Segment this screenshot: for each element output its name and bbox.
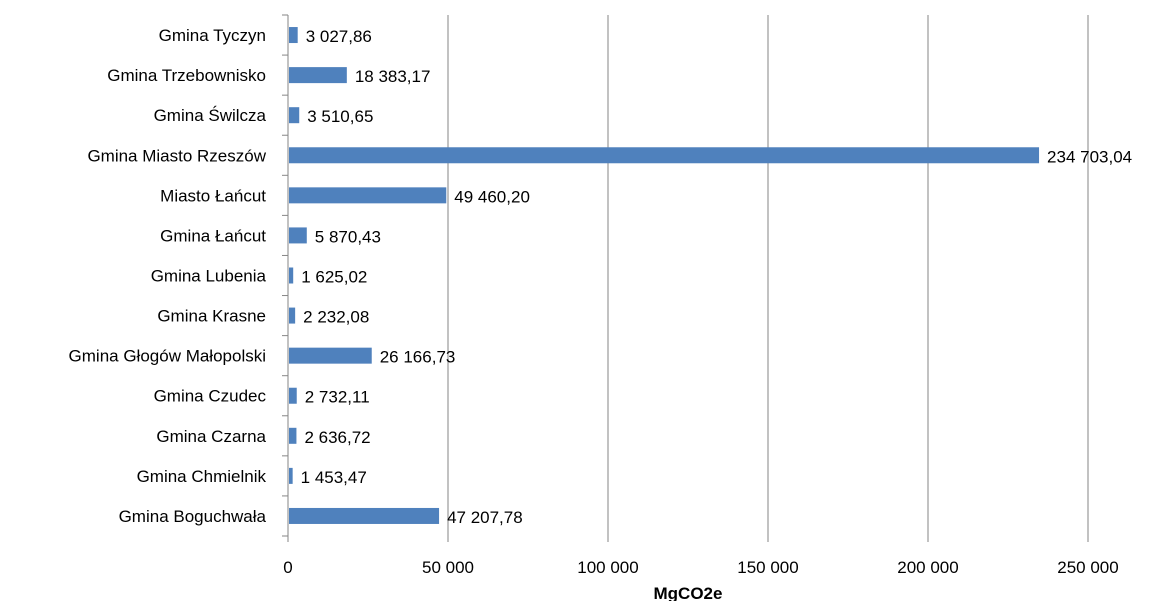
- value-label: 2 636,72: [304, 428, 370, 447]
- value-label: 2 732,11: [305, 388, 370, 407]
- x-axis-title: MgCO2e: [654, 584, 723, 601]
- value-label: 18 383,17: [355, 67, 431, 86]
- value-label: 1 625,02: [301, 268, 367, 287]
- category-label: Gmina Czarna: [156, 427, 266, 446]
- bar: [289, 347, 372, 364]
- category-label: Gmina Czudec: [154, 387, 267, 406]
- x-tick-label: 250 000: [1057, 558, 1118, 577]
- category-label: Gmina Lubenia: [151, 267, 267, 286]
- bar: [289, 307, 296, 324]
- x-tick-label: 100 000: [577, 558, 638, 577]
- category-label: Gmina Głogów Małopolski: [69, 347, 266, 366]
- value-label: 3 510,65: [307, 107, 373, 126]
- category-label: Gmina Chmielnik: [137, 467, 267, 486]
- axes: [282, 14, 1089, 542]
- value-label: 49 460,20: [454, 187, 530, 206]
- category-label: Gmina Boguchwała: [119, 507, 267, 526]
- category-label: Gmina Miasto Rzeszów: [87, 146, 266, 165]
- category-label: Miasto Łańcut: [160, 186, 266, 205]
- x-tick-label: 0: [283, 558, 292, 577]
- value-label: 2 232,08: [303, 308, 369, 327]
- value-label: 234 703,04: [1047, 147, 1132, 166]
- bar: [289, 147, 1040, 164]
- bars: [289, 27, 1040, 524]
- value-label: 3 027,86: [306, 27, 372, 46]
- category-label: Gmina Łańcut: [160, 226, 266, 245]
- gridlines: [447, 15, 1089, 536]
- category-label: Gmina Krasne: [157, 307, 266, 326]
- category-label: Gmina Świlcza: [154, 106, 267, 125]
- bar: [289, 507, 440, 524]
- labels: 0 50 000 100 000 150 000 200 000 250 000 Gmina…: [69, 26, 1133, 577]
- bar: [289, 27, 298, 44]
- bar: [289, 467, 293, 484]
- value-label: 1 453,47: [301, 468, 367, 487]
- x-tick-label: 150 000: [737, 558, 798, 577]
- category-label: Gmina Tyczyn: [159, 26, 266, 45]
- bar: [289, 387, 297, 404]
- bar: [289, 267, 294, 284]
- bar: [289, 67, 347, 84]
- value-label: 26 166,73: [380, 348, 456, 367]
- value-label: 47 207,78: [447, 508, 523, 527]
- x-tick-label: 200 000: [897, 558, 958, 577]
- bar: [289, 227, 307, 244]
- bar: [289, 187, 447, 204]
- bar: [289, 107, 300, 124]
- category-label: Gmina Trzebownisko: [107, 66, 266, 85]
- value-label: 5 870,43: [315, 227, 381, 246]
- bar: [289, 427, 297, 444]
- x-tick-label: 50 000: [422, 558, 474, 577]
